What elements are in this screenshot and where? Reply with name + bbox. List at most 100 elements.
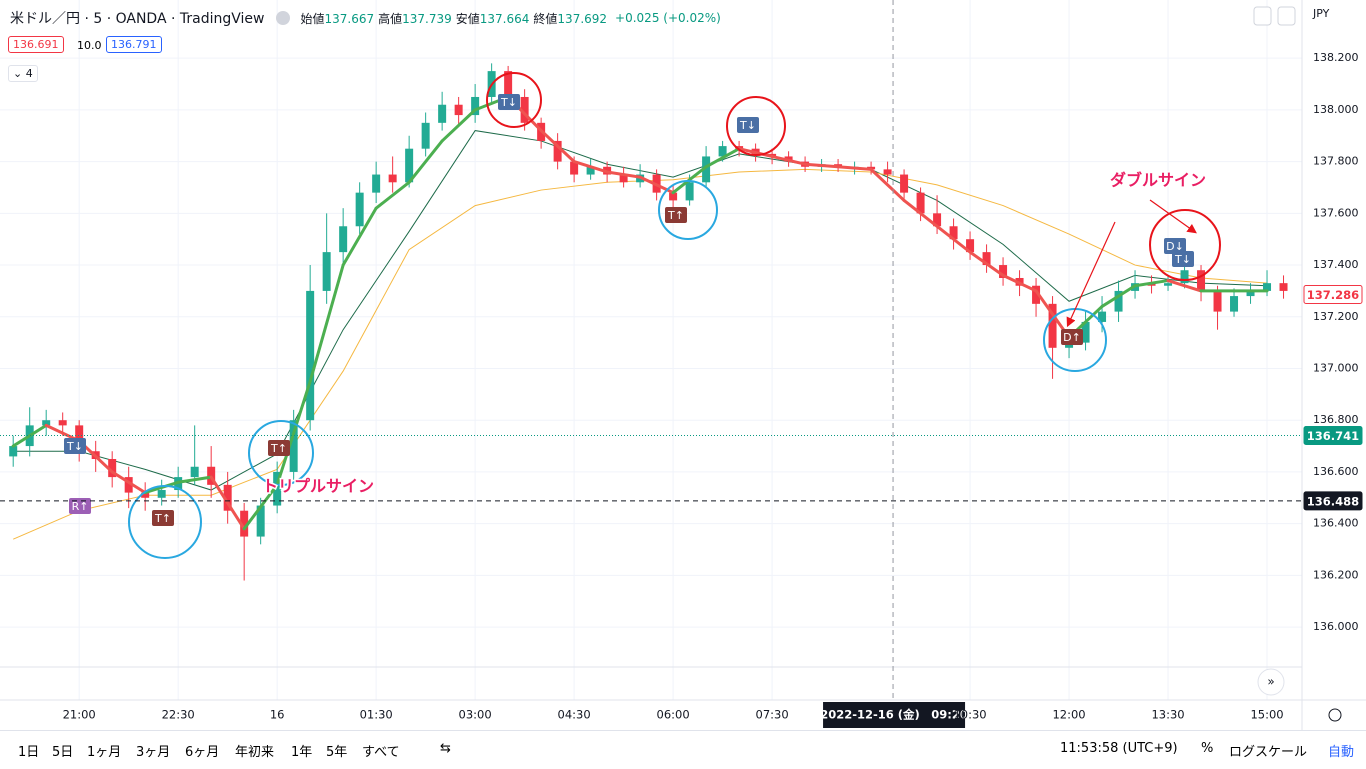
signal-marker	[498, 94, 520, 110]
bid[interactable]: 136.691	[8, 36, 64, 53]
signal-marker	[64, 438, 86, 454]
range-button[interactable]: 5年	[326, 745, 348, 760]
x-tick-label: 06:00	[657, 708, 690, 722]
candle-body	[223, 484, 232, 511]
ohlc-value: 137.692	[557, 11, 608, 26]
y-tick-label: 137.000	[1313, 361, 1359, 374]
candle-body	[355, 192, 364, 227]
trend-segment	[308, 263, 345, 383]
ohlc: 始値137.667 高値137.739 安値137.664 終値137.692	[300, 10, 611, 27]
signal-label: T↑	[154, 512, 171, 525]
price-label: 136.741	[1307, 429, 1359, 443]
signal-label: T↓	[66, 440, 83, 453]
crosshair-label-box	[823, 702, 966, 728]
ask[interactable]: 136.791	[106, 36, 162, 53]
compare-icon[interactable]: ⇆	[440, 741, 451, 756]
trend-segment	[539, 129, 576, 164]
trend-segment	[605, 170, 642, 179]
candle-body	[900, 174, 909, 193]
candle-body	[553, 140, 562, 162]
candle-body	[669, 192, 678, 201]
download-button[interactable]	[1253, 6, 1272, 26]
signal-label: T↓	[500, 96, 517, 109]
range-button[interactable]: 5日	[52, 745, 74, 760]
candle-body	[1197, 270, 1206, 291]
range-button[interactable]: 1ヶ月	[87, 745, 122, 760]
range-button[interactable]: 3ヶ月	[136, 745, 171, 760]
ohlc-value: 137.739	[402, 11, 452, 26]
bottom-toolbar: ⇆ 11:53:58 (UTC+9) % ログスケール 自動 1日 5日 1ヶ月 3ヶ…	[0, 730, 1366, 769]
signal-marker	[69, 498, 91, 514]
highlight-circle	[128, 485, 202, 559]
range-button[interactable]: すべて	[362, 745, 400, 760]
auto-toggle[interactable]: 自動	[1328, 745, 1355, 760]
currency: JPY	[1312, 7, 1330, 20]
candle-body	[421, 122, 430, 149]
clock: 11:53:58 (UTC+9)	[1060, 741, 1178, 756]
range-button[interactable]: 1日	[18, 745, 40, 760]
reset-button[interactable]	[1277, 6, 1296, 26]
candle-body	[1081, 321, 1090, 343]
candle-body	[702, 156, 711, 183]
range-button[interactable]: 6ヶ月	[185, 745, 220, 760]
signal-label: D↓	[1166, 240, 1184, 253]
candle-body	[124, 477, 133, 493]
signal-marker	[1061, 329, 1083, 345]
highlight-circle	[1149, 209, 1221, 281]
signal-marker	[1172, 251, 1194, 267]
range-button[interactable]: 年初来	[235, 745, 275, 760]
x-tick-label: 22:30	[162, 708, 195, 722]
ohlc-value: 137.667	[324, 11, 375, 26]
candle-body	[372, 174, 381, 193]
ohlc-label: 高値	[378, 11, 403, 26]
candle-body	[1246, 290, 1255, 297]
trend-segment	[11, 423, 48, 448]
percent-toggle[interactable]: %	[1201, 741, 1214, 756]
settings-button[interactable]	[1328, 708, 1342, 722]
candle-body	[520, 96, 529, 123]
trend-segment	[440, 108, 477, 143]
status-dot	[276, 11, 291, 25]
ohlc-label: 安値	[455, 11, 480, 26]
trend-segment	[671, 165, 708, 195]
candle-body	[388, 174, 397, 183]
candle-body	[141, 492, 150, 498]
candle-body	[949, 226, 958, 240]
range-button[interactable]: 1年	[291, 745, 313, 760]
candle-body	[240, 510, 249, 537]
y-tick-label: 136.400	[1313, 517, 1359, 530]
trend-segment	[341, 206, 378, 267]
x-tick-label: 12:00	[1052, 708, 1085, 722]
candle-body	[471, 96, 480, 116]
moving-average	[13, 168, 1268, 540]
candle-body	[339, 226, 348, 253]
candle-body	[1279, 283, 1288, 291]
y-tick-label: 136.000	[1313, 620, 1359, 633]
y-tick-label: 137.600	[1313, 206, 1359, 219]
log-toggle[interactable]: ログスケール	[1229, 745, 1308, 760]
candle-body	[933, 213, 942, 227]
highlight-circle	[658, 180, 718, 240]
change: +0.025 (+0.02%)	[615, 11, 721, 25]
candle-body	[982, 252, 991, 266]
trend-segment	[836, 165, 873, 171]
price-label-box	[1303, 491, 1363, 511]
candle-body	[42, 420, 51, 426]
symbol: 米ドル／円 · 5 · OANDA · TradingView	[10, 11, 265, 27]
candle-body	[1032, 285, 1041, 304]
trend-segment	[374, 180, 411, 210]
candle-body	[256, 505, 265, 537]
header: 米ドル／円 · 5 · OANDA · TradingView 始値137.66…	[10, 8, 725, 28]
candle-body	[966, 239, 975, 253]
y-tick-label: 136.200	[1313, 568, 1359, 581]
indicators-toggle[interactable]: ⌄ 4	[8, 65, 38, 82]
candle-body	[190, 466, 199, 478]
crosshair-label: 2022-12-16 (金) 09:20	[820, 708, 968, 722]
signal-label: R↑	[72, 500, 89, 513]
candle-body	[999, 265, 1008, 278]
y-tick-label: 137.200	[1313, 310, 1359, 323]
trend-segment	[176, 475, 213, 484]
trend-segment	[275, 379, 312, 487]
scroll-button[interactable]	[1257, 668, 1285, 696]
